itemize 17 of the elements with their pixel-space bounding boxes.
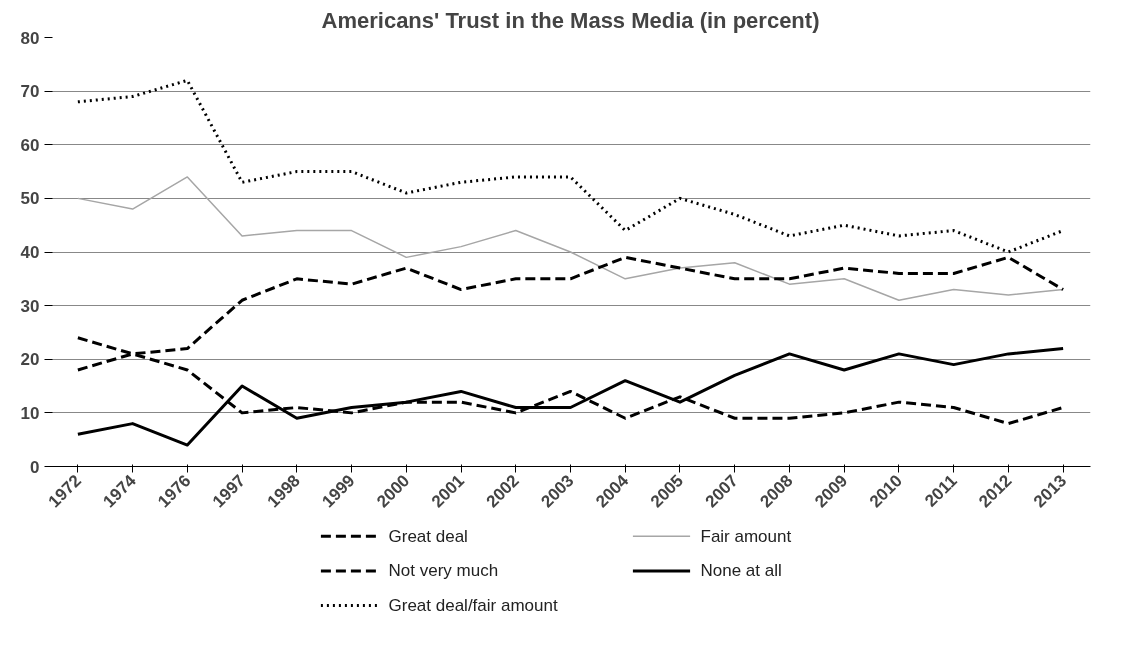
legend-label: Great deal bbox=[388, 526, 468, 546]
line-series bbox=[76, 347, 1065, 447]
legend-label: Fair amount bbox=[700, 526, 792, 546]
legend-label: Great deal/fair amount bbox=[388, 596, 558, 616]
legend-label: Not very much bbox=[388, 561, 499, 581]
y-tick-label: 60 bbox=[20, 135, 40, 155]
legend-label: None at all bbox=[700, 561, 782, 581]
chart-title: Americans' Trust in the Mass Media (in percent) bbox=[321, 7, 820, 33]
y-tick-label: 50 bbox=[20, 189, 40, 209]
y-tick-label: 70 bbox=[20, 82, 40, 102]
y-tick-label: 40 bbox=[20, 243, 40, 262]
y-tick-label: 10 bbox=[20, 403, 40, 423]
y-tick-label: 0 bbox=[30, 457, 40, 477]
y-tick-label: 20 bbox=[20, 350, 40, 370]
y-tick-label: 30 bbox=[20, 296, 40, 316]
y-tick-label: 80 bbox=[20, 28, 40, 48]
line-series bbox=[77, 176, 1064, 302]
